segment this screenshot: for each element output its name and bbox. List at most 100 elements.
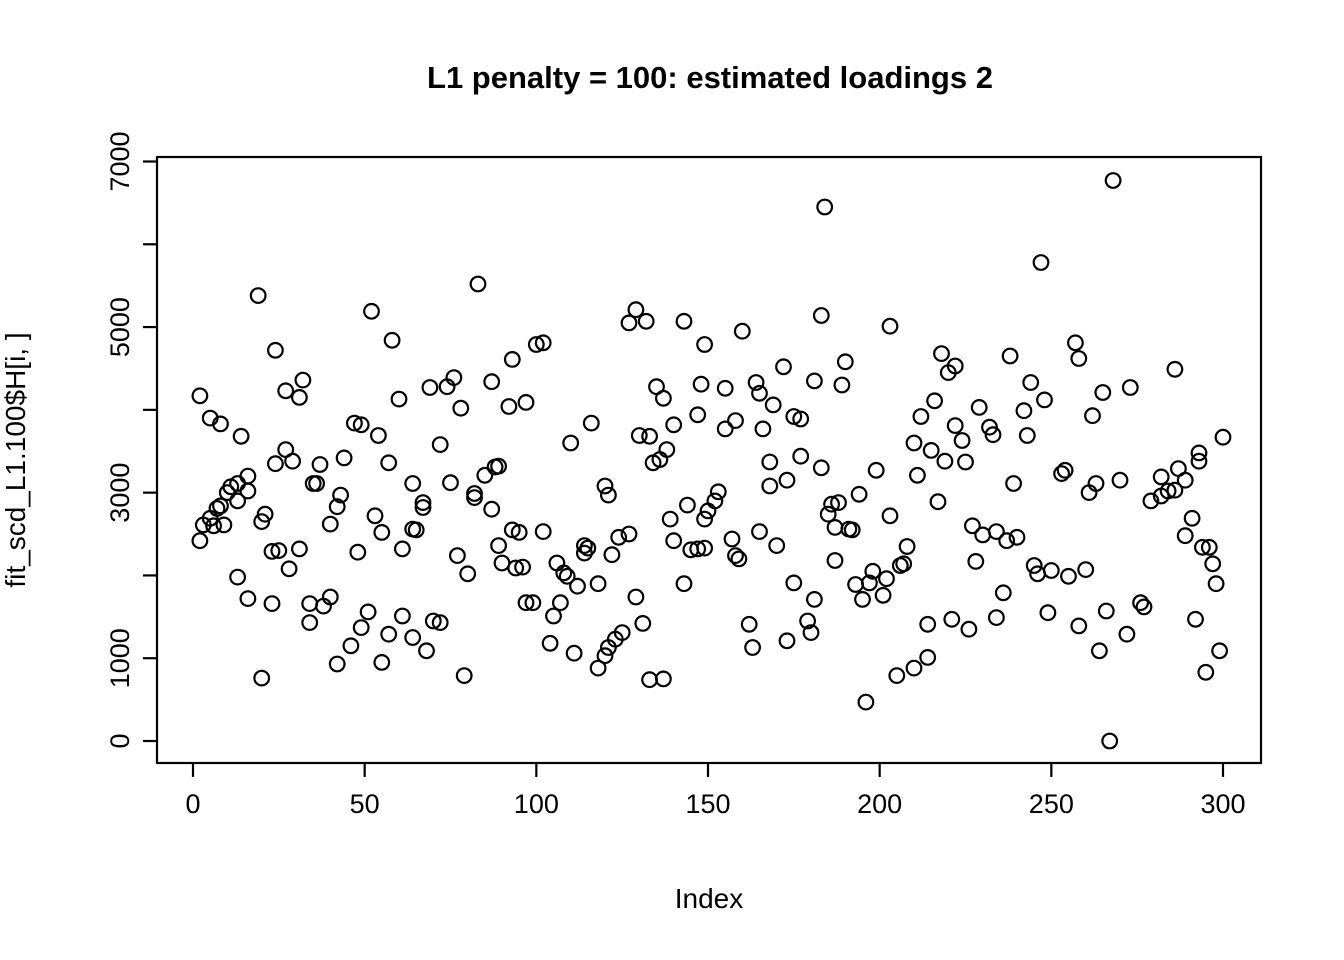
data-point bbox=[1025, 557, 1043, 574]
data-point bbox=[1204, 555, 1222, 573]
data-point bbox=[957, 453, 974, 471]
data-point bbox=[407, 521, 425, 539]
data-point bbox=[799, 612, 816, 630]
data-point bbox=[483, 373, 501, 391]
data-point bbox=[304, 475, 322, 492]
data-point bbox=[740, 615, 758, 633]
data-point bbox=[1111, 471, 1129, 489]
data-point bbox=[455, 667, 473, 684]
data-point bbox=[634, 615, 652, 632]
data-point bbox=[1066, 334, 1084, 352]
data-point bbox=[679, 496, 696, 514]
data-point bbox=[1132, 594, 1149, 612]
data-point bbox=[967, 553, 985, 570]
data-point bbox=[1036, 391, 1053, 409]
data-point bbox=[363, 302, 380, 320]
data-point bbox=[352, 416, 370, 434]
data-point bbox=[946, 357, 964, 375]
data-point bbox=[806, 591, 823, 608]
data-point bbox=[802, 624, 820, 641]
data-point bbox=[205, 517, 223, 535]
data-point bbox=[527, 336, 545, 353]
data-point bbox=[558, 567, 576, 585]
data-point bbox=[373, 654, 391, 671]
y-tick-label: 0 bbox=[105, 733, 135, 748]
data-point bbox=[346, 414, 363, 432]
x-tick-label: 200 bbox=[857, 789, 902, 819]
data-point bbox=[552, 594, 569, 612]
data-point bbox=[414, 499, 432, 516]
data-point bbox=[727, 412, 744, 430]
data-point bbox=[1084, 407, 1101, 425]
data-point bbox=[981, 418, 998, 436]
data-point bbox=[1070, 350, 1088, 367]
data-point bbox=[1097, 602, 1115, 620]
data-point bbox=[706, 492, 724, 510]
data-point bbox=[414, 494, 432, 512]
y-tick-label: 5000 bbox=[105, 297, 135, 357]
data-point bbox=[761, 453, 779, 471]
data-point bbox=[239, 482, 257, 500]
data-point bbox=[1207, 575, 1225, 593]
data-point bbox=[500, 398, 518, 415]
data-point bbox=[778, 632, 796, 650]
data-point bbox=[998, 532, 1016, 550]
data-point bbox=[424, 612, 442, 630]
data-point bbox=[267, 341, 284, 359]
data-point bbox=[229, 492, 247, 510]
x-axis-ticks: 0 50 100 150 200 250 300 bbox=[185, 763, 1246, 819]
data-point bbox=[541, 634, 559, 652]
data-point bbox=[373, 524, 391, 541]
data-points bbox=[191, 172, 1232, 750]
data-point bbox=[256, 505, 274, 523]
data-point bbox=[418, 642, 435, 660]
data-point bbox=[613, 624, 631, 641]
data-point bbox=[1135, 598, 1153, 616]
data-point bbox=[1183, 509, 1201, 527]
data-point bbox=[919, 615, 937, 633]
data-point bbox=[301, 614, 319, 631]
data-point bbox=[1142, 492, 1160, 510]
data-point bbox=[291, 540, 308, 558]
data-point bbox=[867, 461, 885, 479]
data-point bbox=[747, 374, 765, 391]
data-point bbox=[277, 382, 295, 400]
data-point bbox=[442, 474, 459, 492]
data-point bbox=[421, 379, 439, 396]
y-tick-label: 7000 bbox=[105, 131, 135, 191]
data-point bbox=[215, 516, 233, 534]
data-point bbox=[730, 550, 748, 568]
data-point bbox=[239, 590, 257, 607]
data-point bbox=[534, 334, 552, 352]
data-point bbox=[493, 554, 511, 572]
data-point bbox=[823, 495, 840, 513]
data-point bbox=[1090, 642, 1108, 660]
data-point bbox=[751, 523, 768, 540]
data-point bbox=[898, 538, 916, 555]
data-point bbox=[988, 609, 1005, 626]
data-point bbox=[1190, 444, 1208, 462]
data-point bbox=[517, 594, 535, 612]
data-point bbox=[1094, 384, 1112, 401]
data-point bbox=[380, 454, 398, 472]
data-point bbox=[1211, 642, 1228, 660]
data-point bbox=[1056, 461, 1074, 479]
data-point bbox=[449, 547, 466, 564]
data-point bbox=[1159, 482, 1177, 500]
data-point bbox=[919, 649, 937, 666]
data-point bbox=[881, 507, 899, 525]
data-point bbox=[826, 552, 844, 569]
data-point bbox=[370, 427, 387, 444]
data-point bbox=[775, 358, 792, 376]
data-point bbox=[1152, 468, 1170, 486]
data-point bbox=[212, 415, 229, 433]
data-point bbox=[332, 486, 350, 504]
data-point bbox=[507, 559, 525, 577]
data-point bbox=[727, 547, 744, 564]
data-point bbox=[974, 526, 992, 544]
data-point bbox=[929, 493, 947, 511]
data-point bbox=[1005, 475, 1022, 492]
data-point bbox=[445, 369, 463, 387]
data-point bbox=[988, 523, 1005, 540]
data-point bbox=[888, 667, 906, 684]
